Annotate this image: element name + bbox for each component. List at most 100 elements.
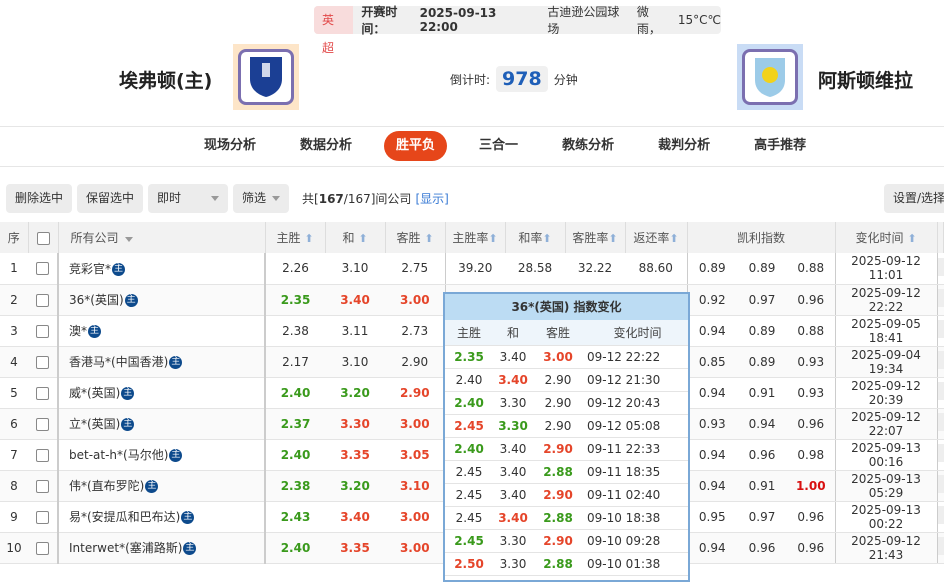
row-checkbox[interactable] (36, 448, 49, 462)
sort-up-icon: ⬆ (669, 232, 679, 245)
filter-button[interactable]: 筛选 (233, 184, 290, 213)
tab-4[interactable]: 教练分析 (562, 138, 615, 153)
draw-odds[interactable]: 3.40 (325, 501, 385, 533)
home-odds[interactable]: 2.40 (264, 439, 325, 471)
col-company[interactable]: 所有公司 (58, 222, 266, 253)
draw-odds[interactable]: 3.20 (325, 377, 385, 409)
home-odds[interactable]: 2.17 (264, 346, 325, 378)
home-odds[interactable]: 2.38 (264, 470, 325, 502)
delete-selected-button[interactable]: 删除选中 (6, 184, 73, 213)
col-kelly: 凯利指数 (687, 222, 836, 253)
col-home[interactable]: 主胜 ⬆ (265, 222, 326, 253)
home-odds[interactable]: 2.37 (264, 408, 325, 440)
main-badge-icon: 主 (169, 356, 183, 369)
home-odds[interactable]: 2.40 (264, 532, 325, 564)
company-name[interactable]: 易*(安提瓜和巴布达) 主 (57, 501, 265, 533)
col-home-rate[interactable]: 主胜率⬆ (445, 222, 506, 253)
row-checkbox[interactable] (36, 417, 49, 431)
row-checkbox[interactable] (36, 386, 49, 400)
tab-2[interactable]: 胜平负 (384, 131, 448, 161)
kickoff-label: 开赛时间： (361, 5, 398, 36)
away-odds[interactable]: 2.73 (385, 315, 445, 347)
home-team-logo[interactable] (233, 44, 299, 110)
away-odds[interactable]: 3.05 (385, 439, 445, 471)
home-odds[interactable]: 2.43 (264, 501, 325, 533)
draw-odds[interactable]: 3.35 (325, 532, 385, 564)
kelly-home: 0.94 (686, 532, 737, 564)
aston-villa-crest-icon (755, 58, 785, 97)
keep-selected-button[interactable]: 保留选中 (77, 184, 144, 213)
draw-odds[interactable]: 3.30 (325, 408, 385, 440)
chevron-down-icon (124, 237, 133, 242)
draw-odds[interactable]: 3.10 (325, 253, 385, 285)
draw-odds[interactable]: 3.20 (325, 470, 385, 502)
row-checkbox[interactable] (36, 541, 49, 555)
home-odds[interactable]: 2.35 (264, 284, 325, 316)
tab-1[interactable]: 数据分析 (300, 138, 353, 153)
kelly-draw: 0.89 (737, 346, 787, 378)
company-name[interactable]: 竞彩官* 主 (57, 253, 265, 285)
popup-title: 36*(英国) 指数变化 (445, 294, 688, 320)
row-checkbox[interactable] (36, 262, 49, 276)
table-row[interactable]: 1 竞彩官* 主 2.26 3.10 2.75 39.20 28.58 32.22… (0, 253, 944, 285)
popup-row: 2.50 3.30 2.88 09-10 01:38 (445, 553, 688, 576)
away-odds[interactable]: 2.75 (385, 253, 445, 285)
row-checkbox[interactable] (36, 324, 49, 338)
col-away[interactable]: 客胜 ⬆ (385, 222, 446, 253)
col-time[interactable]: 变化时间 ⬆ (835, 222, 938, 253)
show-link[interactable]: [显示] (415, 192, 449, 206)
company-name[interactable]: 立*(英国) 主 (57, 408, 265, 440)
kelly-draw: 0.91 (737, 377, 787, 409)
main-badge-icon: 主 (183, 542, 197, 555)
tab-6[interactable]: 高手推荐 (754, 138, 807, 153)
home-team-name[interactable]: 埃弗顿(主) (119, 70, 213, 92)
tab-3[interactable]: 三合一 (479, 138, 519, 153)
row-checkbox[interactable] (36, 479, 49, 493)
away-team-name[interactable]: 阿斯顿维拉 (818, 70, 914, 92)
main-badge-icon: 主 (121, 387, 135, 400)
away-odds[interactable]: 2.90 (385, 346, 445, 378)
company-name[interactable]: Interwet*(塞浦路斯) 主 (57, 532, 265, 564)
tab-0[interactable]: 现场分析 (204, 138, 257, 153)
tab-5[interactable]: 裁判分析 (658, 138, 711, 153)
col-select-all[interactable] (28, 222, 59, 253)
company-name[interactable]: bet-at-h*(马尔他) 主 (57, 439, 265, 471)
col-draw[interactable]: 和 ⬆ (325, 222, 386, 253)
main-badge-icon: 主 (121, 418, 135, 431)
away-team-logo[interactable] (737, 44, 803, 110)
draw-odds[interactable]: 3.35 (325, 439, 385, 471)
home-odds[interactable]: 2.40 (264, 377, 325, 409)
company-name[interactable]: 36*(英国) 主 (57, 284, 265, 316)
change-time: 2025-09-12 21:43 (834, 532, 938, 564)
company-name[interactable]: 澳* 主 (57, 315, 265, 347)
away-odds[interactable]: 3.00 (385, 408, 445, 440)
draw-odds[interactable]: 3.10 (325, 346, 385, 378)
row-checkbox[interactable] (36, 510, 49, 524)
draw-odds[interactable]: 3.11 (325, 315, 385, 347)
row-index: 2 (0, 284, 28, 316)
away-odds[interactable]: 3.00 (385, 501, 445, 533)
row-checkbox[interactable] (36, 293, 49, 307)
away-odds[interactable]: 3.00 (385, 284, 445, 316)
col-return-rate[interactable]: 返还率⬆ (625, 222, 688, 253)
home-rate: 39.20 (444, 253, 505, 285)
mode-select[interactable]: 即时 (148, 184, 229, 213)
col-draw-rate[interactable]: 和率⬆ (505, 222, 566, 253)
settings-button[interactable]: 设置/选择 (883, 184, 944, 213)
company-name[interactable]: 威*(英国) 主 (57, 377, 265, 409)
draw-odds[interactable]: 3.40 (325, 284, 385, 316)
company-name[interactable]: 伟*(直布罗陀) 主 (57, 470, 265, 502)
home-odds[interactable]: 2.38 (264, 315, 325, 347)
select-all-checkbox[interactable] (36, 231, 50, 245)
popup-row: 2.40 3.30 2.90 09-12 20:43 (445, 392, 688, 415)
away-odds[interactable]: 2.90 (385, 377, 445, 409)
away-odds[interactable]: 3.10 (385, 470, 445, 502)
main-badge-icon: 主 (88, 325, 102, 338)
away-odds[interactable]: 3.00 (385, 532, 445, 564)
company-name[interactable]: 香港马*(中国香港) 主 (57, 346, 265, 378)
col-away-rate[interactable]: 客胜率⬆ (565, 222, 626, 253)
row-checkbox[interactable] (36, 355, 49, 369)
league-badge[interactable]: 英超 (314, 6, 354, 55)
chevron-down-icon (211, 196, 220, 201)
home-odds[interactable]: 2.26 (264, 253, 325, 285)
